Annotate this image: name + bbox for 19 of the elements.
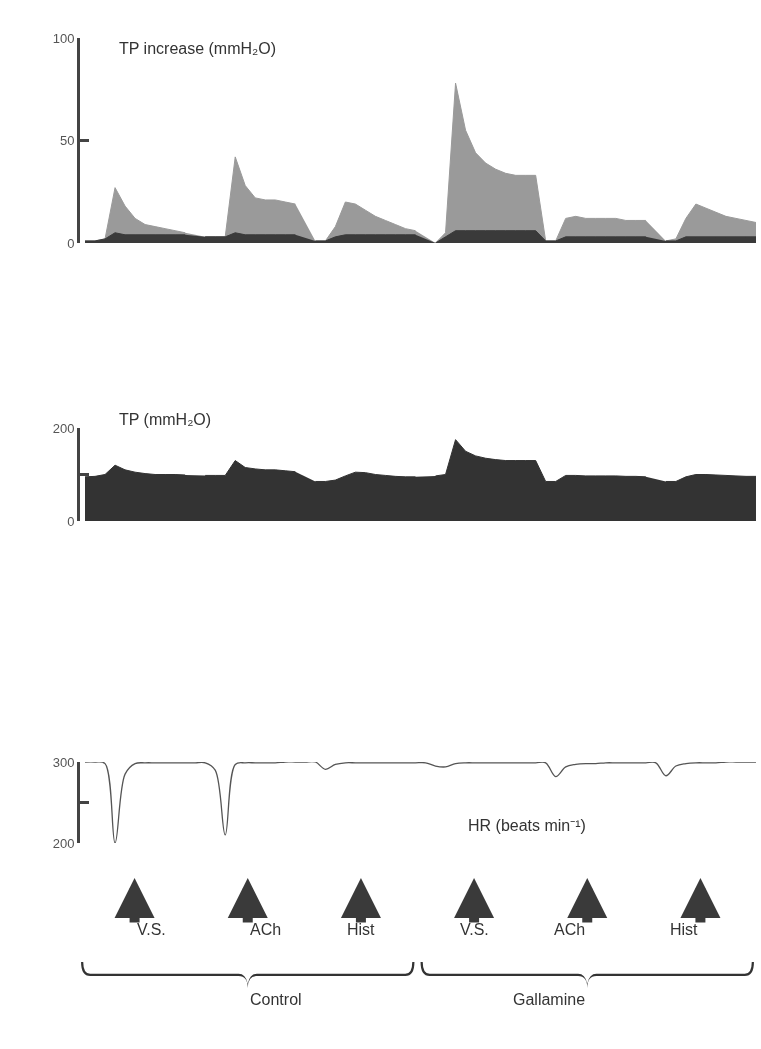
y-tick-label: 0 <box>67 513 75 529</box>
chart-title: TP increase (mmH₂O) <box>119 40 277 57</box>
text: Control <box>250 991 302 1008</box>
y-tick-label: 100 <box>52 30 75 46</box>
text: ACh <box>250 921 282 938</box>
text: HR (beats min⁻¹) <box>468 817 586 834</box>
text: Hist <box>347 921 376 938</box>
line-series <box>84 762 757 843</box>
chart-title: TP (mmH₂O) <box>119 411 212 428</box>
y-tick-label: 50 <box>59 133 75 149</box>
y-tick-label: 200 <box>52 420 75 436</box>
text: Hist <box>670 921 699 938</box>
y-tick-label: 300 <box>52 754 75 770</box>
text: ACh <box>554 921 586 938</box>
text: V.S. <box>137 921 166 938</box>
y-tick-label: 200 <box>52 835 75 851</box>
text: Gallamine <box>513 991 586 1008</box>
y-tick-label: 0 <box>67 235 75 251</box>
text: V.S. <box>460 921 489 938</box>
